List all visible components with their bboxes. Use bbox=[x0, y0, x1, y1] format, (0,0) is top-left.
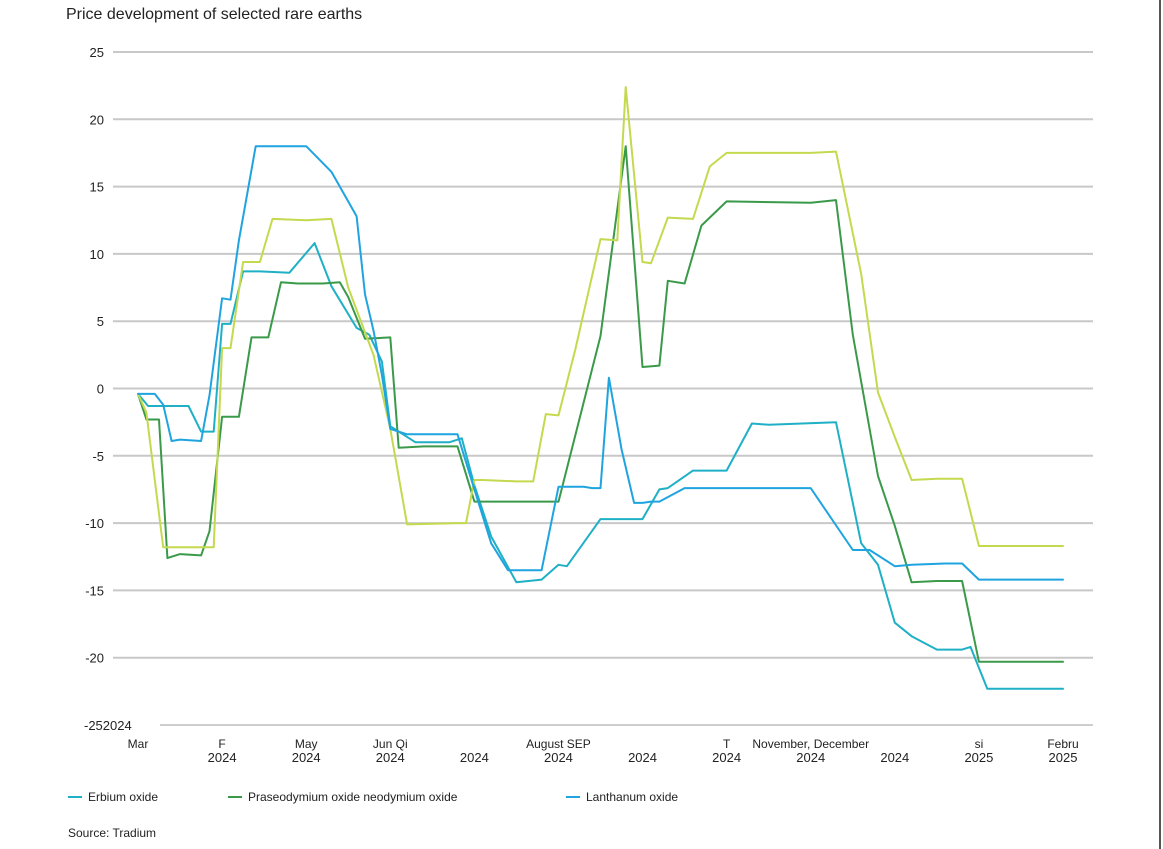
legend-label-erbium: Erbium oxide bbox=[88, 790, 159, 804]
y-tick-label-8: -15 bbox=[85, 583, 104, 598]
y-tick-label-6: -5 bbox=[92, 449, 104, 464]
legend-swatch-praseodymium bbox=[228, 796, 242, 798]
series-line-3 bbox=[137, 145, 1064, 581]
y-axis-ticks: 25 20 15 10 5 0 -5 -10 -15 -20 -252024 bbox=[84, 45, 132, 733]
y-tick-label-3: 10 bbox=[90, 247, 104, 262]
x-tick-label-bottom-8: 2024 bbox=[796, 750, 825, 765]
legend: Erbium oxide Praseodymium oxide neodymiu… bbox=[0, 790, 1163, 810]
legend-item-lanthanum: Lanthanum oxide bbox=[566, 790, 678, 804]
legend-item-praseodymium: Praseodymium oxide neodymium oxide bbox=[228, 790, 457, 804]
y-tick-label-0: 25 bbox=[90, 45, 104, 60]
x-tick-label-top-8: November, December bbox=[752, 737, 869, 751]
series-line-0 bbox=[137, 242, 1064, 690]
y-tick-label-9: -20 bbox=[85, 651, 104, 666]
y-tick-label-7: -10 bbox=[85, 516, 104, 531]
series-lines bbox=[137, 86, 1064, 690]
x-tick-label-bottom-6: 2024 bbox=[628, 750, 657, 765]
x-tick-label-bottom-4: 2024 bbox=[460, 750, 489, 765]
x-tick-label-bottom-3: 2024 bbox=[376, 750, 405, 765]
x-tick-label-top-2: May bbox=[295, 737, 318, 751]
x-tick-label-top-1: F bbox=[218, 737, 225, 751]
x-tick-label-bottom-7: 2024 bbox=[712, 750, 741, 765]
right-edge-divider bbox=[1159, 0, 1161, 849]
y-tick-label-4: 5 bbox=[97, 314, 104, 329]
legend-swatch-erbium bbox=[68, 796, 82, 798]
y-tick-label-2: 15 bbox=[90, 180, 104, 195]
x-tick-label-top-7: T bbox=[723, 737, 731, 751]
gridlines bbox=[113, 51, 1093, 726]
legend-label-praseodymium: Praseodymium oxide neodymium oxide bbox=[248, 790, 458, 804]
x-tick-label-top-0: Mar bbox=[128, 737, 149, 751]
x-tick-label-top-5: August SEP bbox=[526, 737, 591, 751]
x-tick-label-top-3: Jun Qi bbox=[373, 737, 408, 751]
x-tick-label-bottom-5: 2024 bbox=[544, 750, 573, 765]
series-line-2 bbox=[137, 86, 1064, 549]
source-note: Source: Tradium bbox=[68, 826, 157, 840]
series-line-1 bbox=[137, 145, 1064, 663]
x-tick-label-bottom-10: 2025 bbox=[964, 750, 993, 765]
x-tick-label-top-11: Febru bbox=[1047, 737, 1078, 751]
chart-title: Price development of selected rare earth… bbox=[66, 6, 363, 23]
legend-label-lanthanum: Lanthanum oxide bbox=[586, 790, 679, 804]
x-tick-label-bottom-1: 2024 bbox=[208, 750, 237, 765]
x-tick-label-bottom-11: 2025 bbox=[1049, 750, 1078, 765]
x-tick-label-bottom-9: 2024 bbox=[880, 750, 909, 765]
y-axis-bottom-label: -252024 bbox=[84, 718, 132, 733]
legend-swatch-lanthanum bbox=[566, 796, 580, 798]
y-tick-label-1: 20 bbox=[90, 112, 104, 127]
x-tick-label-bottom-2: 2024 bbox=[292, 750, 321, 765]
x-tick-label-top-10: si bbox=[975, 737, 984, 751]
y-tick-label-5: 0 bbox=[97, 382, 104, 397]
legend-item-erbium: Erbium oxide bbox=[68, 790, 158, 804]
